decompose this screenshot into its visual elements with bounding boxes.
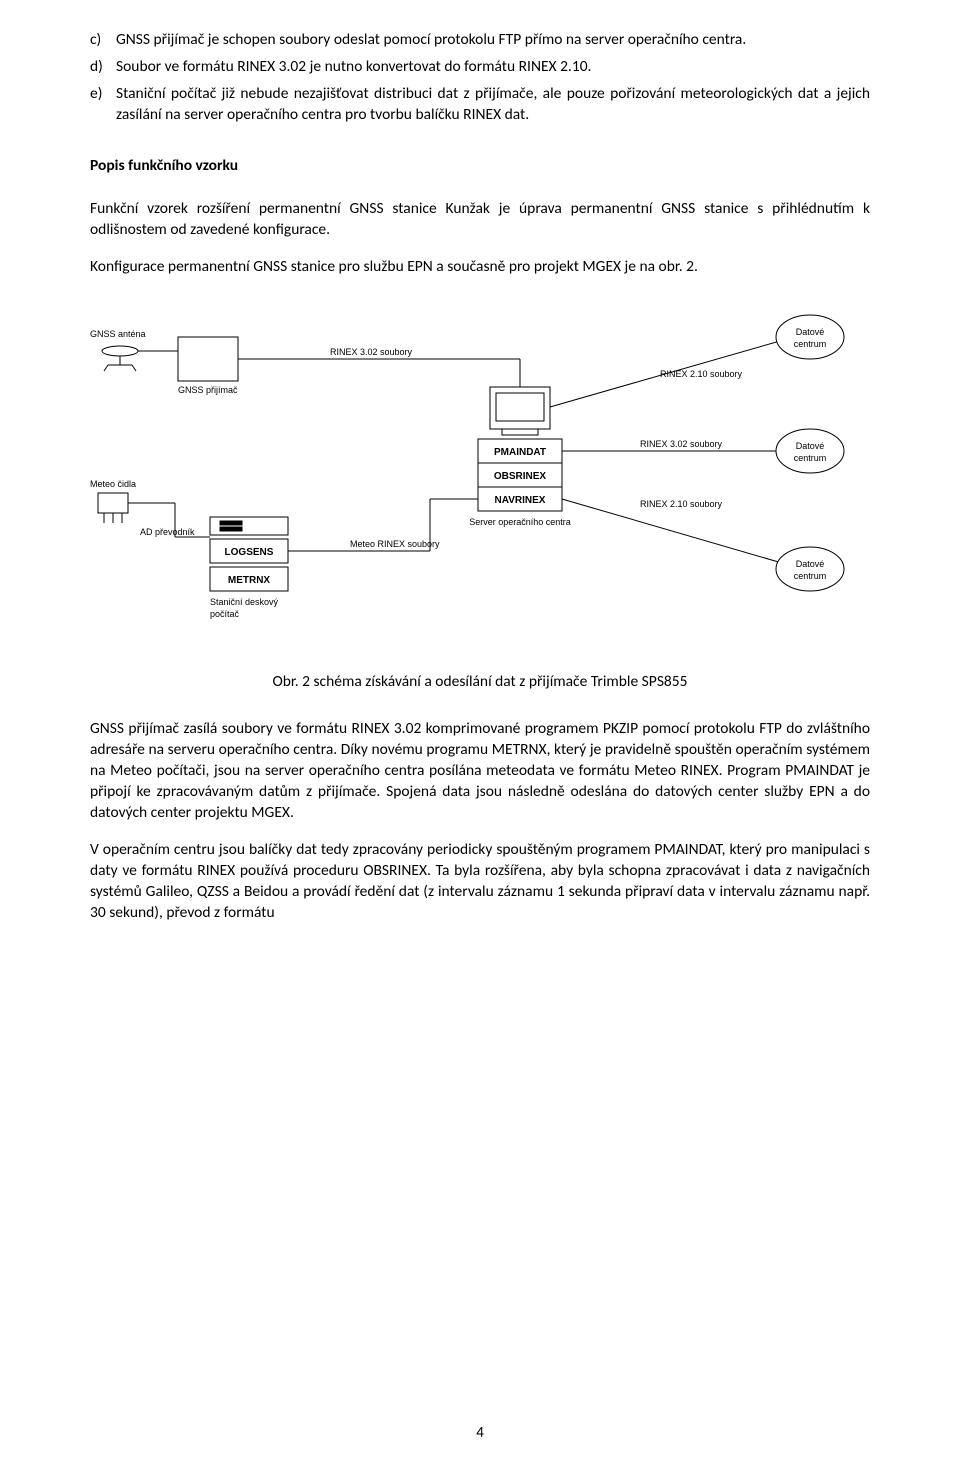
label-centrum-1: centrum — [794, 339, 827, 349]
list-marker: d) — [90, 57, 116, 78]
list-text: Soubor ve formátu RINEX 3.02 je nutno ko… — [116, 57, 870, 78]
label-meteo-cidla: Meteo čidla — [90, 479, 136, 489]
label-stanicni-2: počítač — [210, 609, 240, 619]
label-meteo-rinex: Meteo RINEX soubory — [350, 539, 440, 549]
paragraph-1: Funkční vzorek rozšíření permanentní GNS… — [90, 199, 870, 241]
label-pmaindat: PMAINDAT — [494, 447, 546, 458]
label-metrnx: METRNX — [228, 575, 271, 586]
label-navrinex: NAVRINEX — [495, 495, 546, 506]
list-item-d: d) Soubor ve formátu RINEX 3.02 je nutno… — [90, 57, 870, 78]
label-gnss-prijimac: GNSS přijímač — [178, 385, 238, 395]
figure-caption: Obr. 2 schéma získávání a odesílání dat … — [90, 672, 870, 691]
list-marker: c) — [90, 30, 116, 51]
label-rinex302-1: RINEX 3.02 soubory — [330, 347, 413, 357]
label-rinex210-2: RINEX 2.10 soubory — [640, 499, 723, 509]
datacenter-ellipse-3 — [776, 547, 844, 591]
list-text: GNSS přijímač je schopen soubory odeslat… — [116, 30, 870, 51]
label-stanicni-1: Staniční deskový — [210, 597, 279, 607]
label-ad-prevodnik: AD převodník — [140, 527, 195, 537]
list-marker: e) — [90, 84, 116, 126]
server-monitor-icon — [490, 387, 550, 435]
paragraph-2: Konfigurace permanentní GNSS stanice pro… — [90, 257, 870, 278]
station-pc-icon — [210, 517, 288, 535]
label-rinex302-2: RINEX 3.02 soubory — [640, 439, 723, 449]
label-datove-1: Datové — [796, 327, 825, 337]
label-datove-2: Datové — [796, 441, 825, 451]
page-number: 4 — [0, 1424, 960, 1442]
gnss-receiver-box — [178, 337, 238, 381]
label-datove-3: Datové — [796, 559, 825, 569]
list-item-c: c) GNSS přijímač je schopen soubory odes… — [90, 30, 870, 51]
paragraph-3: GNSS přijímač zasílá soubory ve formátu … — [90, 719, 870, 824]
list-text: Staniční počítač již nebude nezajišťovat… — [116, 84, 870, 126]
label-server-op: Server operačního centra — [469, 517, 571, 527]
meteo-sensor-icon — [98, 493, 128, 523]
datacenter-ellipse-2 — [776, 429, 844, 473]
diagram-figure: GNSS anténa GNSS přijímač RINEX 3.02 sou… — [90, 307, 870, 642]
antenna-icon — [102, 346, 138, 371]
diagram-svg: GNSS anténa GNSS přijímač RINEX 3.02 sou… — [90, 307, 870, 637]
heading-popis: Popis funkčního vzorku — [90, 156, 870, 175]
label-obsrinex: OBSRINEX — [494, 471, 547, 482]
label-gnss-antena: GNSS anténa — [90, 329, 146, 339]
label-centrum-3: centrum — [794, 571, 827, 581]
paragraph-4: V operačním centru jsou balíčky dat tedy… — [90, 840, 870, 924]
label-logsens: LOGSENS — [225, 547, 274, 558]
datacenter-ellipse-1 — [776, 315, 844, 359]
label-centrum-2: centrum — [794, 453, 827, 463]
list-item-e: e) Staniční počítač již nebude nezajišťo… — [90, 84, 870, 126]
label-rinex210-1: RINEX 2.10 soubory — [660, 369, 743, 379]
